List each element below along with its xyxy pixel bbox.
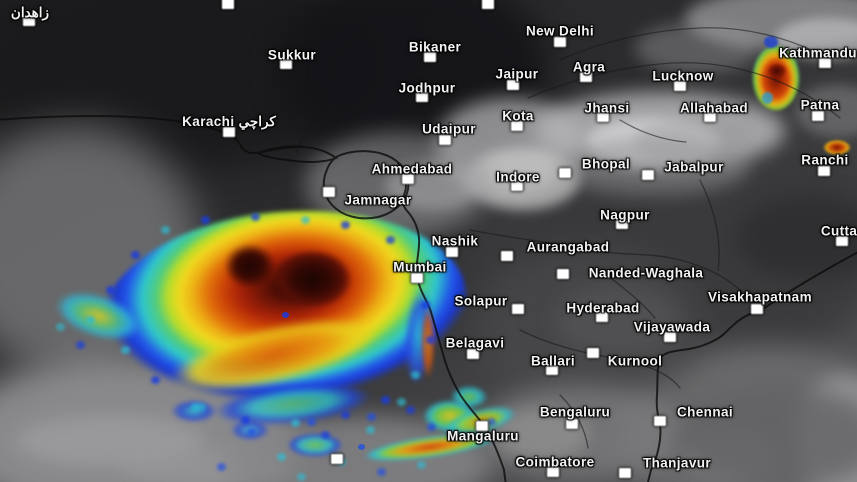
city-marker[interactable] — [565, 418, 579, 430]
cloud-streak-bl2 — [120, 448, 290, 482]
cloud-bay-wisp — [685, 428, 780, 480]
cyclone-dark-core-west — [218, 238, 282, 294]
cloud-sea-southwest — [0, 355, 300, 482]
city-marker[interactable] — [556, 268, 570, 280]
city-label[interactable]: Cuttack — [820, 223, 857, 239]
tail-cyan-blob — [448, 384, 490, 410]
city-label[interactable]: Karachi كراچي — [182, 114, 276, 129]
city-marker[interactable] — [558, 167, 572, 179]
city-label[interactable]: Ahmedabad — [371, 161, 453, 177]
city-label[interactable]: زاهدان — [10, 5, 50, 20]
city-label[interactable]: Bengaluru — [539, 404, 611, 420]
city-marker[interactable] — [322, 186, 336, 198]
cloud-bright-bayedge — [795, 375, 857, 482]
cyclone-southwest-band — [145, 294, 405, 416]
cell-blue-south2 — [228, 418, 272, 442]
city-label[interactable]: Kathmandu — [779, 45, 857, 61]
cloud-dark-topleft — [0, 0, 390, 170]
city-label[interactable]: Vijayawada — [633, 319, 711, 335]
city-label[interactable]: Jamnagar — [344, 192, 412, 208]
cloud-himalaya1 — [685, 0, 857, 50]
cyclone-dark-core-east — [264, 244, 360, 314]
city-label[interactable]: Jaipur — [495, 66, 539, 82]
city-label[interactable]: Thanjavur — [642, 455, 712, 471]
city-marker-unlabeled[interactable] — [481, 0, 495, 10]
city-marker[interactable] — [500, 250, 514, 262]
city-label[interactable]: Mangaluru — [447, 428, 519, 444]
city-label[interactable]: Nashik — [431, 233, 479, 249]
city-label[interactable]: Hyderabad — [566, 300, 640, 316]
city-label[interactable]: Patna — [800, 97, 840, 113]
city-label[interactable]: Kurnool — [607, 353, 663, 369]
city-label[interactable]: Bikaner — [408, 39, 462, 55]
cloud-gujarat-wisp1 — [305, 132, 490, 237]
city-label[interactable]: Jodhpur — [398, 80, 456, 96]
cyclone-west-arm — [43, 277, 153, 355]
city-marker[interactable] — [653, 415, 667, 427]
cloud-sea-west — [0, 125, 200, 375]
cyclone-edge-speckles — [282, 312, 289, 318]
cloud-bottom-center — [225, 415, 495, 482]
city-label[interactable]: Nagpur — [600, 207, 650, 223]
city-label[interactable]: New Delhi — [525, 23, 595, 39]
city-label[interactable]: Mumbai — [393, 259, 447, 275]
city-label[interactable]: Ranchi — [801, 152, 849, 168]
city-label[interactable]: Visakhapatnam — [708, 289, 812, 305]
kathmandu-cell-bluedot1 — [764, 36, 778, 48]
city-label[interactable]: Bhopal — [581, 156, 631, 172]
cloud-jabalpur-patch — [635, 118, 750, 164]
city-marker-unlabeled[interactable] — [330, 453, 344, 465]
city-label[interactable]: Kota — [502, 108, 534, 124]
south-scatter-speckles — [358, 444, 365, 450]
kathmandu-cell-core — [766, 62, 788, 80]
city-label[interactable]: Solapur — [454, 293, 508, 309]
cyclone-east-orange-streak — [420, 300, 436, 385]
city-marker[interactable] — [618, 467, 632, 479]
city-label[interactable]: Udaipur — [422, 121, 476, 137]
city-label[interactable]: Nanded-Waghala — [588, 265, 704, 281]
cloud-streak-bl1 — [15, 415, 205, 467]
cell-blue-south1 — [168, 398, 220, 424]
cyclone-east-coast-streak — [398, 280, 440, 394]
city-label[interactable]: Chennai — [676, 404, 734, 420]
cloud-delhi-patch — [635, 22, 760, 74]
city-label[interactable]: Jabalpur — [664, 159, 724, 175]
city-label[interactable]: Agra — [572, 59, 606, 75]
city-label[interactable]: Indore — [496, 169, 540, 185]
city-label[interactable]: Belagavi — [445, 335, 505, 351]
cyclone-south-fringe — [203, 372, 382, 436]
kathmandu-cell-bluedot2 — [762, 92, 773, 104]
city-marker[interactable] — [750, 303, 764, 315]
city-marker[interactable] — [641, 169, 655, 181]
city-label[interactable]: Allahabad — [679, 100, 749, 116]
city-marker[interactable] — [511, 303, 525, 315]
city-label[interactable]: Sukkur — [267, 47, 317, 63]
city-label[interactable]: Lucknow — [652, 68, 714, 84]
city-label[interactable]: Coimbatore — [515, 454, 595, 470]
city-marker-unlabeled[interactable] — [221, 0, 235, 10]
city-label[interactable]: Ballari — [530, 353, 576, 369]
city-marker[interactable] — [586, 347, 600, 359]
cyclone-main-body — [84, 190, 480, 446]
city-label[interactable]: Aurangabad — [526, 239, 610, 255]
city-label[interactable]: Jhansi — [584, 100, 630, 116]
cloud-land-east — [465, 105, 857, 375]
